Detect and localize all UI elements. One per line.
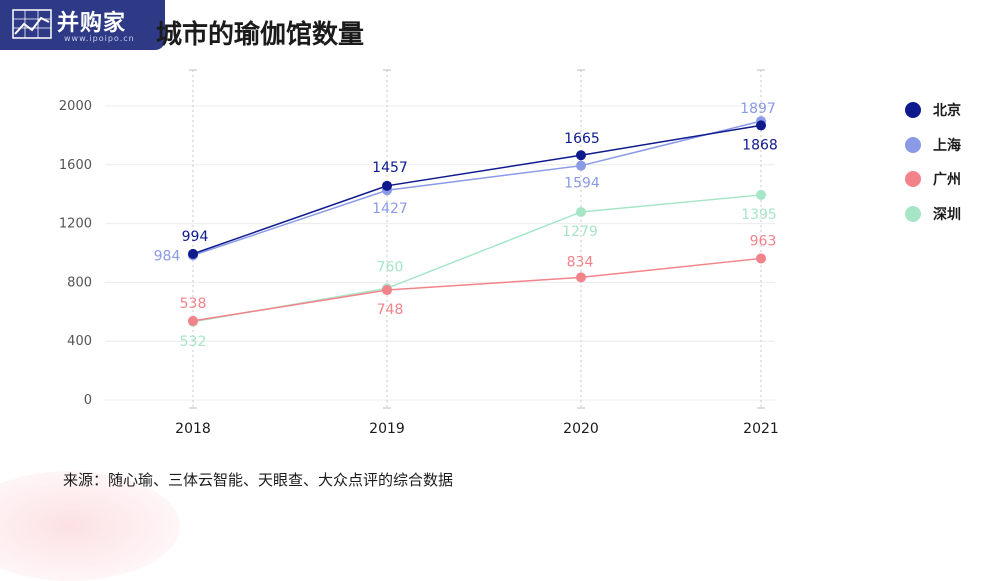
data-label: 1395: [741, 207, 777, 223]
data-point: [576, 150, 586, 161]
legend-swatch: [905, 136, 921, 153]
legend-label: 上海: [933, 137, 961, 154]
legend-label: 深圳: [933, 206, 961, 223]
chart-logo-icon: [12, 9, 52, 39]
x-tick-label: 2020: [563, 421, 599, 437]
y-tick-label: 2000: [59, 99, 92, 114]
legend-swatch: [905, 171, 921, 188]
series-line: [192, 257, 762, 322]
legend-item: 广州: [905, 162, 961, 197]
x-tick-label: 2018: [175, 421, 211, 437]
data-point: [188, 248, 198, 259]
data-point: [382, 285, 392, 296]
legend-swatch: [905, 102, 921, 119]
y-tick-label: 1600: [59, 158, 92, 173]
data-label: 1665: [564, 131, 600, 147]
x-tick-label: 2019: [369, 421, 405, 437]
data-label: 1427: [372, 201, 408, 217]
line-chart: 0 400 800 1200 1600 2000 2018 2019 2020 2021 532 76…: [59, 69, 779, 437]
data-label: 834: [567, 254, 594, 270]
series-line: [192, 194, 762, 323]
page-title: 城市的瑜伽馆数量: [156, 20, 365, 50]
data-label: 1279: [562, 224, 598, 240]
y-tick-label: 800: [67, 275, 92, 290]
source-note: 来源：随心瑜、三体云智能、天眼查、大众点评的综合数据: [63, 471, 454, 489]
data-point: [188, 315, 198, 326]
y-tick-label: 400: [67, 334, 92, 349]
data-point: [756, 253, 766, 264]
y-tick-label: 0: [84, 393, 92, 408]
legend-item: 上海: [905, 128, 961, 163]
data-point: [576, 160, 586, 171]
data-label: 963: [750, 233, 777, 249]
data-label: 994: [182, 229, 209, 245]
legend-label: 广州: [933, 172, 961, 189]
data-label: 538: [180, 296, 207, 312]
data-label: 748: [377, 302, 404, 318]
legend-item: 北京: [905, 93, 961, 128]
watermark-url: www.ipoipo.cn: [64, 34, 135, 43]
legend-label: 北京: [933, 103, 961, 120]
legend-item: 深圳: [905, 197, 961, 232]
watermark-logo: 并购家 www.ipoipo.cn: [0, 0, 165, 50]
data-point: [382, 180, 392, 191]
data-point: [576, 272, 586, 283]
legend-swatch: [905, 205, 921, 222]
chart-legend: 北京 上海 广州 深圳: [905, 93, 961, 231]
watermark-brand: 并购家: [57, 11, 127, 36]
data-point: [756, 189, 766, 200]
series-line: [192, 124, 762, 255]
data-point: [756, 120, 766, 131]
series-line: [192, 120, 762, 257]
data-label: 760: [377, 259, 404, 275]
data-label: 1897: [740, 101, 776, 117]
data-label: 984: [154, 248, 181, 264]
data-label: 1868: [742, 137, 778, 153]
data-point: [576, 206, 586, 217]
data-label: 1594: [564, 176, 600, 192]
data-label: 532: [180, 334, 207, 350]
x-tick-label: 2021: [743, 421, 779, 437]
y-tick-label: 1200: [59, 217, 92, 232]
data-label: 1457: [372, 160, 408, 176]
